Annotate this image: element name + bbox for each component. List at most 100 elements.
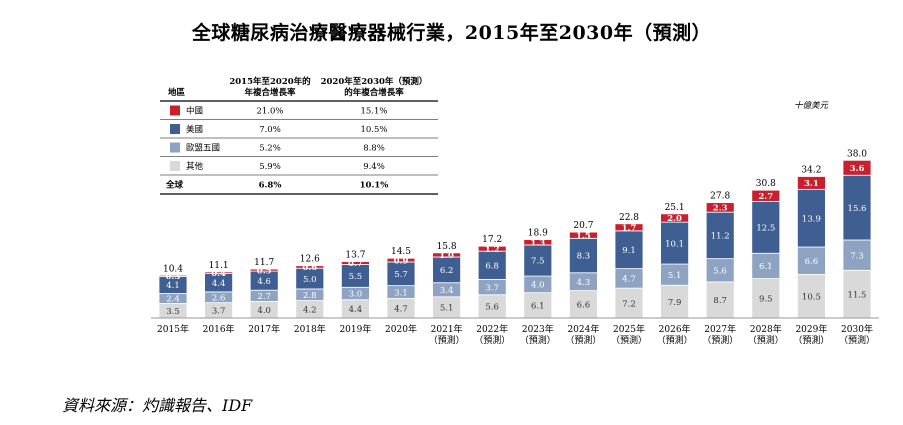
segment-label: 3.1 (804, 179, 819, 189)
bar-segment (797, 246, 826, 275)
x-tick-label: （預測） (429, 334, 465, 346)
total-label: 30.8 (756, 179, 776, 189)
total-label: 14.5 (391, 247, 411, 257)
segment-label: 3.4 (440, 286, 454, 296)
bar-segment (386, 257, 416, 263)
bar-segment (523, 244, 553, 277)
segment-label: 0.5 (257, 266, 272, 276)
x-tick-label: 2025年 (613, 323, 645, 335)
legend-swatch (170, 105, 180, 116)
bar-group: 4.7 3.1 5.7 0.914.5 2020年 (385, 247, 417, 335)
x-tick-label: 2021年 (431, 323, 463, 335)
bar-group: 11.5 7.3 15.6 3.6 38.0 2030年（預測） (839, 149, 875, 346)
legend-swatch (170, 161, 180, 171)
x-tick-label: 2016年 (203, 323, 235, 335)
bar-segment (751, 252, 781, 279)
bar-segment (158, 274, 188, 277)
table-header-label: 的年複合增長率 (344, 87, 404, 98)
segment-label: 2.0 (667, 214, 682, 224)
segment-label: 2.7 (257, 292, 271, 302)
table-header-label: 2020年至2030年（預測） (321, 76, 428, 87)
segment-label: 3.0 (349, 290, 363, 300)
segment-label: 4.3 (577, 278, 591, 288)
unit-label: 十億美元 (794, 100, 830, 111)
x-tick-label: 2017年 (248, 323, 280, 335)
total-label: 17.2 (482, 235, 502, 245)
segment-label: 6.2 (440, 266, 454, 276)
segment-label: 5.0 (303, 275, 317, 285)
segment-label: 0.7 (348, 259, 363, 269)
bar-segment (477, 245, 507, 252)
cagr-value: 10.5% (360, 125, 387, 135)
cagr-value: 7.0% (259, 125, 281, 135)
total-label: 22.8 (619, 213, 639, 223)
segment-label: 7.2 (622, 299, 636, 309)
x-tick-label: 2018年 (294, 323, 326, 335)
segment-label: 6.1 (759, 262, 773, 272)
bar-segment (660, 213, 689, 223)
bar-segment (797, 188, 826, 248)
segment-label: 6.8 (485, 261, 499, 271)
source-note: 資料來源：灼識報告、IDF (62, 396, 253, 415)
x-tick-label: 2020年 (385, 323, 417, 335)
bar-group: 7.9 5.1 10.1 2.025.1 2026年（預測） (657, 203, 693, 346)
x-tick-label: 2028年 (750, 323, 782, 335)
x-tick-label: 2019年 (339, 323, 371, 335)
bar-group: 8.7 5.6 11.2 2.3 27.8 2027年（預測） (702, 192, 738, 346)
bar-group: 3.7 2.6 4.40.411.1 2016年 (203, 261, 235, 335)
bar-group: 4.2 2.8 5.0 0.612.6 2018年 (294, 255, 326, 335)
x-tick-label: （預測） (748, 334, 784, 346)
segment-label: 0.9 (394, 256, 409, 266)
segment-label: 5.1 (440, 304, 454, 314)
segment-label: 8.3 (577, 252, 591, 262)
segment-label: 2.3 (713, 204, 728, 214)
x-tick-label: （預測） (657, 334, 693, 346)
segment-label: 0.4 (211, 269, 226, 279)
bar-group: 6.6 4.3 8.3 1.520.7 2024年（預測） (565, 221, 601, 346)
total-label: 15.8 (437, 242, 457, 252)
segment-label: 3.1 (394, 288, 408, 298)
bar-group: 6.1 4.0 7.5 1.318.9 2023年（預測） (520, 229, 556, 346)
segment-label: 2.8 (303, 291, 317, 301)
bar-group: 4.4 3.0 5.5 0.713.7 2019年 (339, 251, 371, 335)
bar-segment (432, 252, 462, 258)
bar-segment (249, 268, 279, 272)
cagr-value: 21.0% (256, 106, 283, 116)
bar-segment (340, 261, 370, 265)
segment-label: 4.4 (349, 305, 363, 315)
bar-segment (705, 281, 735, 319)
segment-label: 1.3 (530, 238, 545, 248)
segment-label: 0.6 (302, 263, 317, 273)
segment-label: 3.7 (485, 283, 499, 293)
segment-label: 3.6 (850, 164, 865, 174)
x-tick-label: 2026年 (659, 323, 691, 335)
segment-label: 5.1 (668, 271, 682, 281)
segment-label: 6.6 (577, 301, 591, 311)
x-tick-label: 2024年 (567, 323, 599, 335)
segment-label: 4.7 (622, 275, 636, 285)
bar-segment (569, 237, 598, 274)
total-label: 11.7 (254, 258, 274, 268)
segment-label: 4.7 (394, 304, 408, 314)
segment-label: 6.1 (531, 302, 545, 312)
bar-segment (842, 239, 872, 271)
segment-label: 4.4 (212, 279, 226, 289)
total-label: 12.6 (300, 255, 320, 265)
total-label: 34.2 (801, 165, 821, 175)
segment-label: 9.1 (622, 246, 636, 256)
table-total-row: 全球 6.8% 10.1% (160, 180, 438, 195)
x-tick-label: 2023年 (522, 323, 554, 335)
bar-segment (660, 284, 689, 319)
segment-label: 4.0 (531, 281, 545, 291)
bar-segment (614, 223, 644, 232)
segment-label: 15.6 (848, 204, 867, 214)
x-tick-label: （預測） (702, 334, 738, 346)
bar-group: 10.5 6.6 13.9 3.1 34.2 2029年（預測） (793, 165, 829, 346)
total-label: 13.7 (345, 251, 365, 261)
total-label: 11.1 (209, 261, 229, 271)
segment-label: 4.1 (166, 281, 180, 291)
segment-label: 13.9 (802, 214, 821, 224)
bar-segment (842, 269, 872, 319)
